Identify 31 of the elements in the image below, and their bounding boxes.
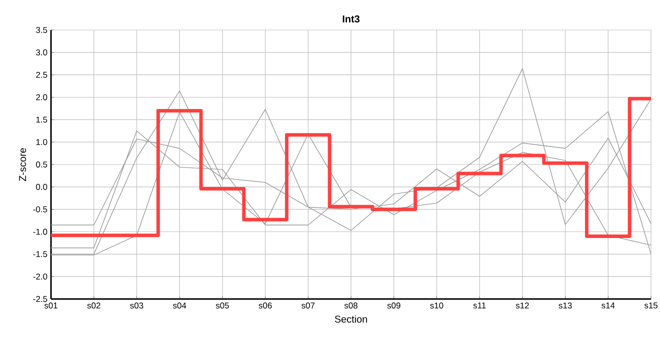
x-tick-label: s11 xyxy=(473,302,486,308)
y-tick-label: -2.0 xyxy=(33,274,48,280)
y-tick-label: 2.5 xyxy=(36,72,48,78)
y-tick-label: 3.0 xyxy=(36,49,48,56)
y-tick-label: 2.0 xyxy=(36,94,48,100)
y-tick-label: 0.0 xyxy=(36,184,48,190)
y-tick-label: 1.0 xyxy=(36,139,48,146)
x-tick-label: s09 xyxy=(387,302,400,309)
x-tick-label: s04 xyxy=(172,302,186,309)
x-tick-label: s12 xyxy=(516,302,529,309)
y-tick-label: -2.5 xyxy=(33,296,48,302)
x-tick-label: s02 xyxy=(87,302,100,309)
x-tick-label: s14 xyxy=(602,302,615,308)
x-tick-label: s07 xyxy=(302,302,315,309)
x-tick-label: s06 xyxy=(258,302,272,309)
y-tick-label: -0.5 xyxy=(33,206,48,212)
x-tick-label: s03 xyxy=(130,302,144,309)
y-tick-label: 1.5 xyxy=(36,116,48,123)
y-tick-label: -1.0 xyxy=(33,228,48,235)
y-tick-label: -1.5 xyxy=(33,251,48,258)
y-tick-label: 3.5 xyxy=(36,27,48,33)
y-axis-title: Z-score xyxy=(19,148,26,182)
x-tick-label: s01 xyxy=(44,302,58,309)
x-tick-label: s15 xyxy=(644,302,658,308)
x-tick-label: s13 xyxy=(558,302,572,309)
chart-title: Int3 xyxy=(342,15,360,22)
x-tick-label: s10 xyxy=(430,302,444,309)
x-tick-label: s08 xyxy=(344,302,358,309)
x-tick-label: s05 xyxy=(216,302,229,309)
y-tick-label: 0.5 xyxy=(36,162,48,168)
x-axis-title: Section xyxy=(334,315,367,323)
